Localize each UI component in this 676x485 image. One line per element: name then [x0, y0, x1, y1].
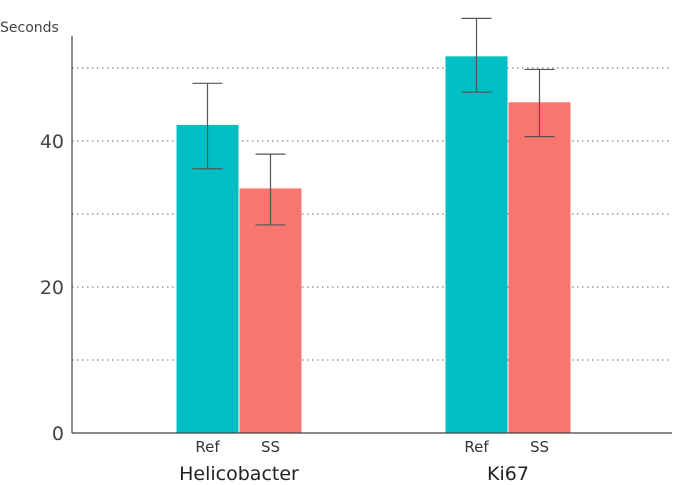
bar-helicobacter-ss	[239, 188, 302, 433]
y-axis-label: Seconds	[0, 20, 59, 36]
category-label-helicobacter: Helicobacter	[179, 463, 299, 485]
series-label-helicobacter-ss: SS	[261, 438, 280, 456]
category-label-ki67: Ki67	[487, 463, 529, 485]
bar-ki67-ref	[445, 56, 508, 433]
y-tick-label-0: 0	[52, 423, 64, 445]
series-label-helicobacter-ref: Ref	[195, 438, 220, 456]
bars	[176, 56, 571, 433]
grid-lines	[72, 67, 672, 361]
y-tick-label-40: 40	[40, 131, 64, 153]
bar-ki67-ss	[508, 102, 571, 433]
error-bars	[192, 17, 555, 226]
bar-helicobacter-ref	[176, 124, 239, 433]
series-label-ki67-ref: Ref	[464, 438, 489, 456]
y-tick-labels: 0 20 40	[40, 131, 64, 445]
y-tick-label-20: 20	[40, 277, 64, 299]
series-label-ki67-ss: SS	[530, 438, 549, 456]
